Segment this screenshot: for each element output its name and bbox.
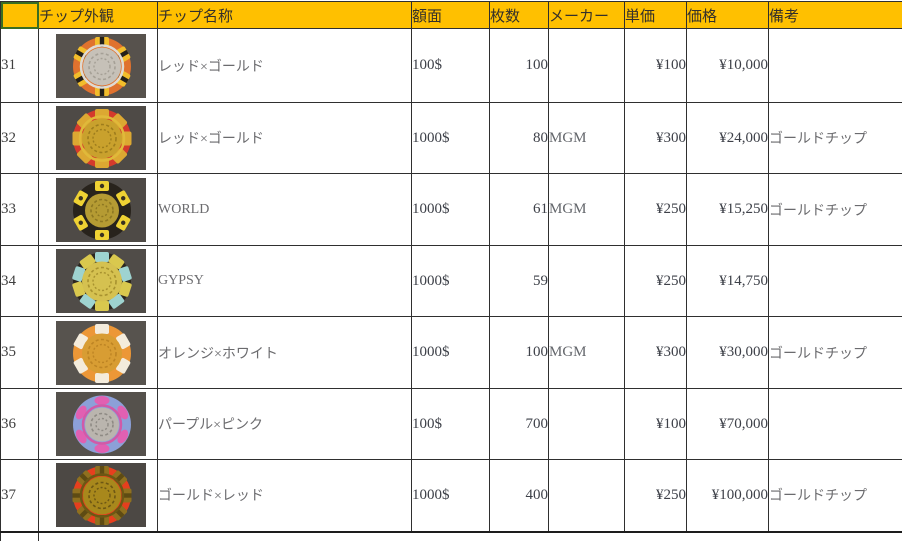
maker-cell[interactable] (548, 245, 625, 317)
table-row: 37 ゴールド×レッド 1000$ 400 ¥250 ¥100,000 ゴールドチップ (0, 459, 902, 533)
maker-cell[interactable]: MGM (548, 316, 625, 389)
chip-photo (56, 33, 146, 98)
chip-name-cell[interactable]: ゴールド×レッド (157, 459, 412, 533)
row-number-cell[interactable]: 37 (0, 459, 39, 533)
row-number-cell[interactable]: 36 (0, 388, 39, 460)
row-number-cell[interactable]: 31 (0, 28, 39, 103)
chip-photo-cell[interactable] (38, 459, 158, 533)
price-cell[interactable]: ¥15,250 (686, 173, 769, 246)
row-number-cell[interactable]: 32 (0, 102, 39, 174)
count-cell[interactable]: 100 (489, 316, 549, 389)
chip-name-cell[interactable]: パープル×ピンク (157, 388, 412, 460)
count-cell[interactable]: 400 (489, 459, 549, 533)
chip-photo-cell[interactable] (38, 388, 158, 460)
count-cell[interactable]: 80 (489, 102, 549, 174)
table-row: 34 GYPSY 1000$ 59 ¥250 ¥14,750 (0, 245, 902, 317)
unit-price-cell[interactable]: ¥250 (624, 173, 687, 246)
count-cell[interactable]: 700 (489, 388, 549, 460)
maker-cell[interactable] (548, 388, 625, 460)
maker-cell[interactable]: MGM (548, 173, 625, 246)
partial-next-row (0, 532, 902, 541)
column-header-maker[interactable]: メーカー (548, 1, 625, 29)
chip-photo-cell[interactable] (38, 245, 158, 317)
notes-cell[interactable]: ゴールドチップ (768, 173, 902, 246)
price-cell[interactable]: ¥24,000 (686, 102, 769, 174)
chip-name-cell[interactable]: GYPSY (157, 245, 412, 317)
chip-photo (56, 392, 146, 456)
face-value-cell[interactable]: 1000$ (411, 245, 490, 317)
table-header-row: チップ外観 チップ名称 額面 枚数 メーカー 単価 価格 備考 (0, 1, 902, 29)
face-value-cell[interactable]: 1000$ (411, 459, 490, 533)
chip-photo-cell[interactable] (38, 316, 158, 389)
chip-name-cell[interactable]: レッド×ゴールド (157, 102, 412, 174)
column-header-unit-price[interactable]: 単価 (624, 1, 687, 29)
face-value-cell[interactable]: 1000$ (411, 173, 490, 246)
price-cell[interactable]: ¥70,000 (686, 388, 769, 460)
unit-price-cell[interactable]: ¥100 (624, 388, 687, 460)
notes-cell[interactable]: ゴールドチップ (768, 102, 902, 174)
notes-cell[interactable]: ゴールドチップ (768, 316, 902, 389)
column-header-chip-appearance[interactable]: チップ外観 (38, 1, 158, 29)
unit-price-cell[interactable]: ¥100 (624, 28, 687, 103)
orange-white-casino-chip-photo (56, 320, 146, 385)
maker-cell[interactable] (548, 459, 625, 533)
chip-photo-cell[interactable] (38, 173, 158, 246)
row-number-cell[interactable]: 35 (0, 316, 39, 389)
column-header-price[interactable]: 価格 (686, 1, 769, 29)
chip-photo (56, 320, 146, 385)
count-cell[interactable]: 100 (489, 28, 549, 103)
count-cell[interactable]: 61 (489, 173, 549, 246)
notes-cell[interactable] (768, 28, 902, 103)
price-cell[interactable]: ¥100,000 (686, 459, 769, 533)
grid-line (38, 532, 39, 541)
face-value-cell[interactable]: 1000$ (411, 102, 490, 174)
chip-photo (56, 177, 146, 242)
black-yellow-casino-chip-photo (56, 177, 146, 242)
notes-cell[interactable] (768, 388, 902, 460)
price-cell[interactable]: ¥10,000 (686, 28, 769, 103)
column-header-notes[interactable]: 備考 (768, 1, 902, 29)
table-row: 31 レッド×ゴールド 100$ 100 ¥100 ¥10,000 (0, 28, 902, 103)
row-number-cell[interactable]: 34 (0, 245, 39, 317)
chip-photo (56, 106, 146, 170)
table-row: 32 レッド×ゴールド 1000$ 80 MGM ¥300 ¥24,000 ゴールドチップ (0, 102, 902, 174)
chip-photo (56, 463, 146, 528)
chip-photo-cell[interactable] (38, 28, 158, 103)
unit-price-cell[interactable]: ¥300 (624, 102, 687, 174)
column-header-face-value[interactable]: 額面 (411, 1, 490, 29)
chip-name-cell[interactable]: レッド×ゴールド (157, 28, 412, 103)
chip-photo-cell[interactable] (38, 102, 158, 174)
price-cell[interactable]: ¥14,750 (686, 245, 769, 317)
count-cell[interactable]: 59 (489, 245, 549, 317)
price-cell[interactable]: ¥30,000 (686, 316, 769, 389)
selected-cell[interactable] (0, 1, 39, 29)
purple-pink-casino-chip-photo (56, 392, 146, 456)
maker-cell[interactable] (548, 28, 625, 103)
gold-red-casino-chip-photo (56, 463, 146, 528)
table-row: 33 WORLD 1000$ 61 MGM ¥250 ¥15,250 ゴールドチップ (0, 173, 902, 246)
black-blue-yellow-casino-chip-photo (56, 249, 146, 313)
chip-name-cell[interactable]: オレンジ×ホワイト (157, 316, 412, 389)
chip-photo (56, 249, 146, 313)
orange-gold-casino-chip-photo (56, 33, 146, 98)
column-header-chip-name[interactable]: チップ名称 (157, 1, 412, 29)
chip-name-cell[interactable]: WORLD (157, 173, 412, 246)
face-value-cell[interactable]: 100$ (411, 28, 490, 103)
notes-cell[interactable] (768, 245, 902, 317)
table-body: 31 レッド×ゴールド 100$ 100 ¥100 ¥10,000 32 レッド×ゴールド 10… (0, 28, 902, 533)
notes-cell[interactable]: ゴールドチップ (768, 459, 902, 533)
unit-price-cell[interactable]: ¥250 (624, 245, 687, 317)
face-value-cell[interactable]: 100$ (411, 388, 490, 460)
maker-cell[interactable]: MGM (548, 102, 625, 174)
unit-price-cell[interactable]: ¥250 (624, 459, 687, 533)
face-value-cell[interactable]: 1000$ (411, 316, 490, 389)
red-gold-casino-chip-photo (56, 106, 146, 170)
table-row: 36 パープル×ピンク 100$ 700 ¥100 ¥70,000 (0, 388, 902, 460)
column-header-count[interactable]: 枚数 (489, 1, 549, 29)
table-row: 35 オレンジ×ホワイト 1000$ 100 MGM ¥300 ¥30,000 ゴールドチップ (0, 316, 902, 389)
unit-price-cell[interactable]: ¥300 (624, 316, 687, 389)
row-number-cell[interactable]: 33 (0, 173, 39, 246)
